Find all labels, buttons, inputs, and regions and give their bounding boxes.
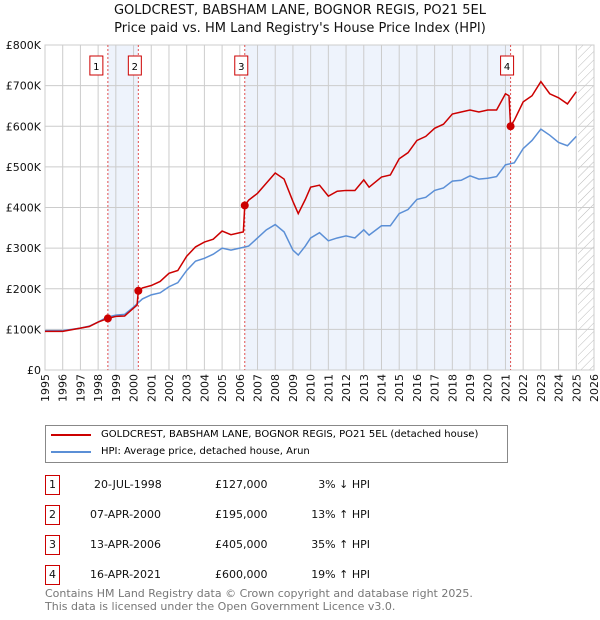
sale-hpi-diff: 19% ↑ HPI	[311, 568, 370, 581]
x-tick-label: 2006	[234, 374, 247, 402]
sale-hpi-diff: 13% ↑ HPI	[311, 508, 370, 521]
y-tick-label: £400K	[6, 202, 42, 215]
x-tick-label: 2016	[411, 374, 424, 402]
x-tick-label: 2010	[305, 374, 318, 402]
sale-marker-number: 3	[45, 535, 60, 555]
sale-row: 2 07-APR-2000 £195,000 13% ↑ HPI	[45, 505, 445, 525]
sale-row: 1 20-JUL-1998 £127,000 3% ↓ HPI	[45, 475, 445, 495]
x-tick-label: 2025	[570, 374, 583, 402]
y-tick-label: £200K	[6, 283, 42, 296]
sale-marker-number: 4	[45, 565, 60, 585]
sale-date: 20-JUL-1998	[94, 478, 162, 491]
y-tick-label: £500K	[6, 161, 42, 174]
sale-row: 4 16-APR-2021 £600,000 19% ↑ HPI	[45, 565, 445, 585]
sale-marker-label: 4	[504, 62, 510, 73]
x-tick-label: 2014	[375, 374, 388, 402]
x-tick-label: 2021	[499, 374, 512, 402]
sale-date: 16-APR-2021	[90, 568, 162, 581]
x-tick-label: 2019	[464, 374, 477, 402]
x-tick-label: 2012	[340, 374, 353, 402]
sale-marker-label: 2	[132, 62, 138, 73]
y-tick-label: £0	[27, 364, 41, 377]
y-tick-label: £300K	[6, 242, 42, 255]
sale-marker-label: 3	[238, 62, 244, 73]
sale-marker-number: 2	[45, 505, 60, 525]
x-tick-label: 2017	[429, 374, 442, 402]
y-tick-label: £800K	[6, 39, 42, 52]
legend-hpi: HPI: Average price, detached house, Arun	[101, 446, 310, 457]
x-tick-label: 2007	[252, 374, 265, 402]
sale-hpi-diff: 3% ↓ HPI	[318, 478, 370, 491]
x-tick-label: 2024	[553, 374, 566, 402]
x-tick-label: 1999	[110, 374, 123, 402]
x-tick-label: 2020	[482, 374, 495, 402]
x-tick-label: 1995	[39, 374, 52, 402]
sale-marker-label: 1	[93, 62, 99, 73]
x-tick-label: 2013	[358, 374, 371, 402]
x-tick-label: 2023	[535, 374, 548, 402]
sale-price: £600,000	[215, 568, 268, 581]
property-price-line	[45, 80, 577, 333]
sale-point	[240, 201, 249, 210]
hpi-line	[45, 128, 577, 332]
x-tick-label: 2026	[588, 374, 600, 402]
sale-point	[134, 286, 143, 295]
x-tick-label: 2003	[181, 374, 194, 402]
footer-line1: Contains HM Land Registry data © Crown c…	[45, 587, 473, 600]
sale-marker-box	[89, 55, 104, 76]
x-tick-label: 2015	[393, 374, 406, 402]
x-tick-label: 2018	[446, 374, 459, 402]
sale-date: 07-APR-2000	[90, 508, 162, 521]
x-tick-label: 2011	[322, 374, 335, 402]
chart-title: GOLDCREST, BABSHAM LANE, BOGNOR REGIS, P…	[113, 3, 486, 18]
sale-marker-box	[127, 55, 142, 76]
sale-price: £127,000	[215, 478, 268, 491]
price-chart: 1995 1996 1997 1998 1999 2000 2001 2002 2003 2004…	[6, 39, 600, 402]
footer: Contains HM Land Registry data © Crown c…	[45, 587, 473, 613]
x-tick-label: 2000	[128, 374, 141, 402]
sale-marker-number: 1	[45, 475, 60, 495]
sale-point	[103, 314, 112, 323]
x-tick-label: 2001	[145, 374, 158, 402]
sale-marker-box	[500, 55, 515, 76]
x-tick-label: 1996	[57, 374, 70, 402]
x-tick-label: 1998	[92, 374, 105, 402]
legend-property: GOLDCREST, BABSHAM LANE, BOGNOR REGIS, P…	[101, 429, 479, 440]
x-tick-label: 2008	[269, 374, 282, 402]
x-tick-label: 2004	[198, 374, 211, 402]
x-tick-label: 2009	[287, 374, 300, 402]
chart-subtitle: Price paid vs. HM Land Registry's House …	[114, 21, 486, 36]
y-tick-label: £600K	[6, 120, 42, 133]
plot-border	[44, 44, 595, 371]
sale-marker-box	[234, 55, 249, 76]
sale-row: 3 13-APR-2006 £405,000 35% ↑ HPI	[45, 535, 445, 555]
y-tick-label: £100K	[6, 323, 42, 336]
x-tick-label: 2005	[216, 374, 229, 402]
footer-line2: This data is licensed under the Open Gov…	[45, 600, 396, 613]
sale-date: 13-APR-2006	[90, 538, 162, 551]
sale-price: £195,000	[215, 508, 268, 521]
legend: GOLDCREST, BABSHAM LANE, BOGNOR REGIS, P…	[45, 425, 508, 463]
x-tick-label: 2002	[163, 374, 176, 402]
legend-blue-line	[51, 450, 91, 453]
legend-red-line	[51, 433, 91, 436]
y-tick-label: £700K	[6, 80, 42, 93]
sale-point	[506, 122, 515, 131]
x-tick-label: 1997	[74, 374, 87, 402]
sale-price: £405,000	[215, 538, 268, 551]
x-tick-label: 2022	[517, 374, 530, 402]
sale-hpi-diff: 35% ↑ HPI	[311, 538, 370, 551]
